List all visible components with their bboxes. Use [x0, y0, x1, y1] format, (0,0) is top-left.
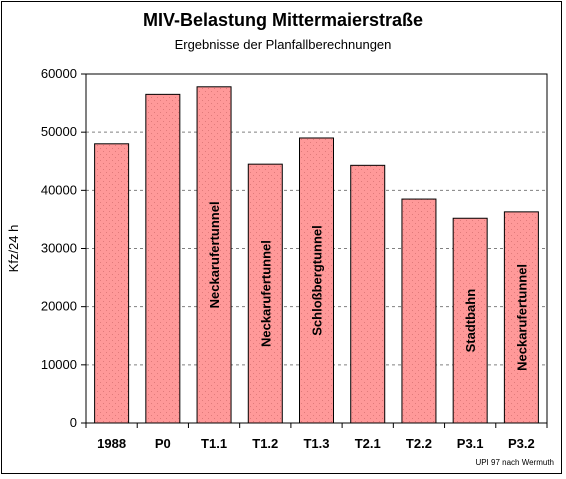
x-tick-label: T2.1 — [355, 436, 381, 451]
x-tick-label: T1.3 — [303, 436, 329, 451]
y-tick-label: 0 — [70, 415, 77, 430]
x-tick-label: P3.2 — [508, 436, 535, 451]
x-tick-label: T2.2 — [406, 436, 432, 451]
y-tick-label: 20000 — [41, 299, 77, 314]
bar-annotation: Stadtbahn — [463, 289, 478, 353]
bar-annotation: Neckarufertunnel — [514, 264, 529, 371]
bar — [401, 198, 437, 424]
chart-subtitle: Ergebnisse der Planfallberechnungen — [174, 37, 392, 52]
chart-title: MIV-Belastung Mittermaierstraße — [142, 10, 424, 30]
bar-annotation: Schloßbergtunnel — [310, 225, 325, 336]
source-credit: UPI 97 nach Wermuth — [475, 458, 554, 467]
bar — [503, 211, 539, 424]
y-tick-label: 60000 — [41, 66, 77, 81]
chart-border — [1, 1, 562, 474]
x-tick-label: T1.1 — [201, 436, 227, 451]
bar — [350, 164, 386, 424]
y-tick-label: 40000 — [41, 182, 77, 197]
bar — [145, 93, 181, 424]
x-tick-label: P0 — [155, 436, 171, 451]
y-tick-label: 30000 — [41, 241, 77, 256]
x-tick-label: 1988 — [97, 436, 126, 451]
y-tick-label: 50000 — [41, 124, 77, 139]
bar-annotation: Neckarufertunnel — [258, 240, 273, 347]
y-axis-label: Kfz/24 h — [6, 225, 21, 273]
bar-annotation: Neckarufertunnel — [207, 201, 222, 308]
x-tick-label: T1.2 — [252, 436, 278, 451]
bar — [196, 86, 232, 424]
bar — [452, 217, 488, 424]
y-tick-label: 10000 — [41, 357, 77, 372]
bar — [299, 137, 334, 424]
x-tick-label: P3.1 — [457, 436, 484, 451]
bar — [94, 143, 130, 424]
